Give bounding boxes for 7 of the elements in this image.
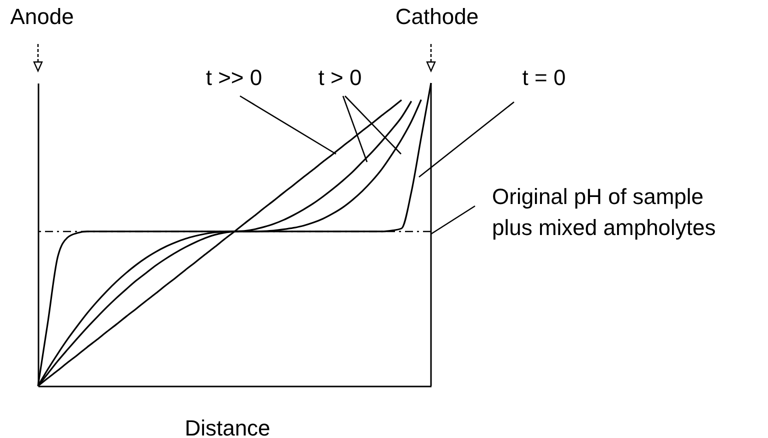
text: Original pH of sample plus mixed ampholytes	[492, 184, 716, 240]
x-axis-title: Distance	[184, 416, 270, 438]
text: Anode	[10, 4, 74, 29]
text: t = 0	[522, 65, 566, 90]
text: t >> 0	[206, 65, 262, 90]
text: Cathode	[395, 4, 479, 29]
text: t > 0	[318, 65, 362, 90]
